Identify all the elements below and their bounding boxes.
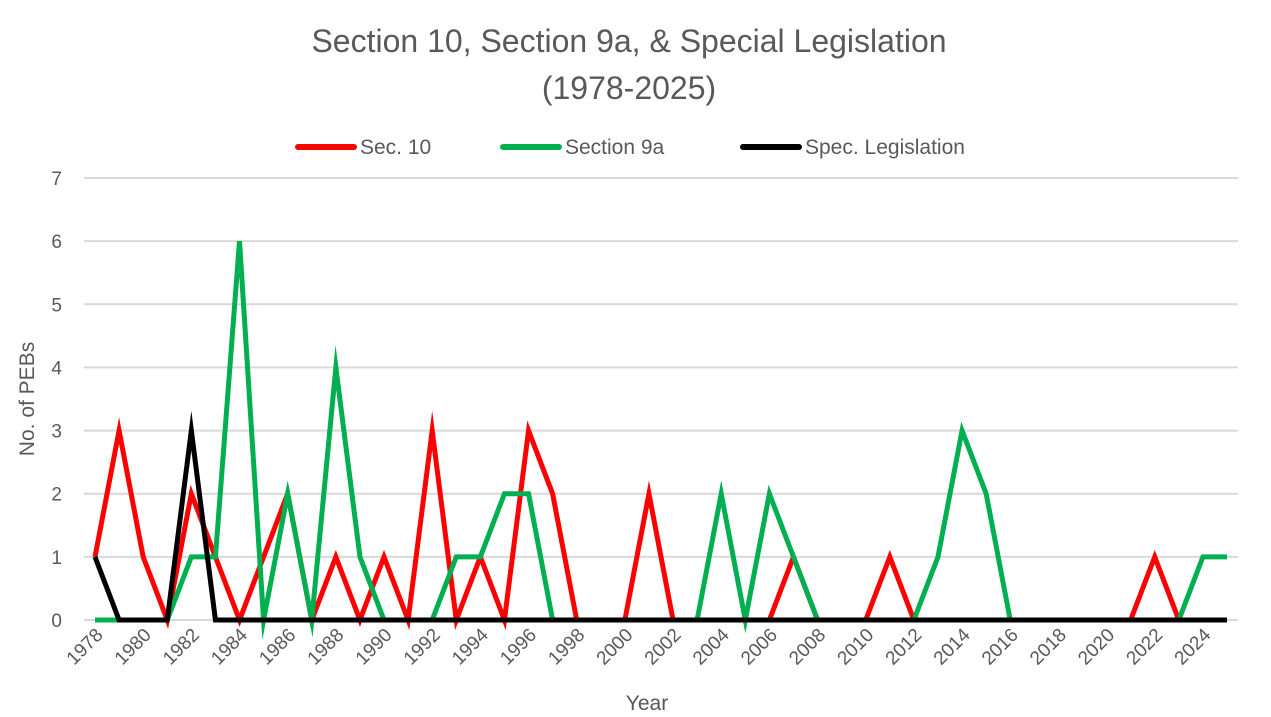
y-tick-label: 0 [51,611,62,632]
x-tick-label: 2012 [882,625,927,670]
y-axis-label: No. of PEBs [16,342,39,456]
legend-label-1: Section 9a [565,136,665,159]
x-tick-label: 2014 [930,624,975,669]
chart-title-line2: (1978-2025) [542,70,716,106]
y-axis-ticks: 0 1 2 3 4 5 6 7 [51,169,62,632]
x-tick-label: 1998 [544,625,589,670]
x-tick-label: 1990 [352,625,397,670]
y-tick-label: 2 [51,485,62,506]
y-tick-label: 4 [51,358,62,379]
x-tick-label: 2002 [641,625,686,670]
series-line-2 [92,410,1227,623]
x-tick-label: 2018 [1026,625,1071,670]
x-tick-label: 2020 [1074,625,1119,670]
x-tick-label: 1994 [448,624,493,669]
y-tick-label: 5 [51,295,62,316]
x-axis-label: Year [626,692,668,715]
x-tick-label: 1992 [400,625,445,670]
legend: Sec. 10 Section 9a Spec. Legislation [295,136,965,159]
x-tick-label: 2004 [689,624,734,669]
legend-label-0: Sec. 10 [360,136,431,159]
x-tick-label: 1978 [63,625,108,670]
y-tick-label: 1 [51,548,62,569]
x-tick-label: 2008 [785,625,830,670]
x-tick-label: 2022 [1123,625,1168,670]
x-tick-label: 1988 [304,625,349,670]
x-tick-label: 1996 [496,625,541,670]
x-tick-label: 1984 [207,624,252,669]
x-tick-label: 1982 [159,625,204,670]
y-tick-label: 7 [51,169,62,190]
x-tick-label: 2006 [737,625,782,670]
series-line-0 [92,410,1227,631]
legend-label-2: Spec. Legislation [805,136,965,159]
x-tick-label: 2024 [1171,624,1216,669]
x-tick-label: 2016 [978,625,1023,670]
series-lines [92,240,1227,640]
x-axis-ticks: 1978 1980 1982 1984 1986 1988 1990 1992 1994 1996… [63,624,1216,669]
x-tick-label: 2010 [834,625,879,670]
chart-title-line1: Section 10, Section 9a, & Special Legisl… [311,23,946,59]
x-tick-label: 1980 [111,625,156,670]
y-tick-label: 6 [51,232,62,253]
x-tick-label: 2000 [593,625,638,670]
y-tick-label: 3 [51,422,62,443]
